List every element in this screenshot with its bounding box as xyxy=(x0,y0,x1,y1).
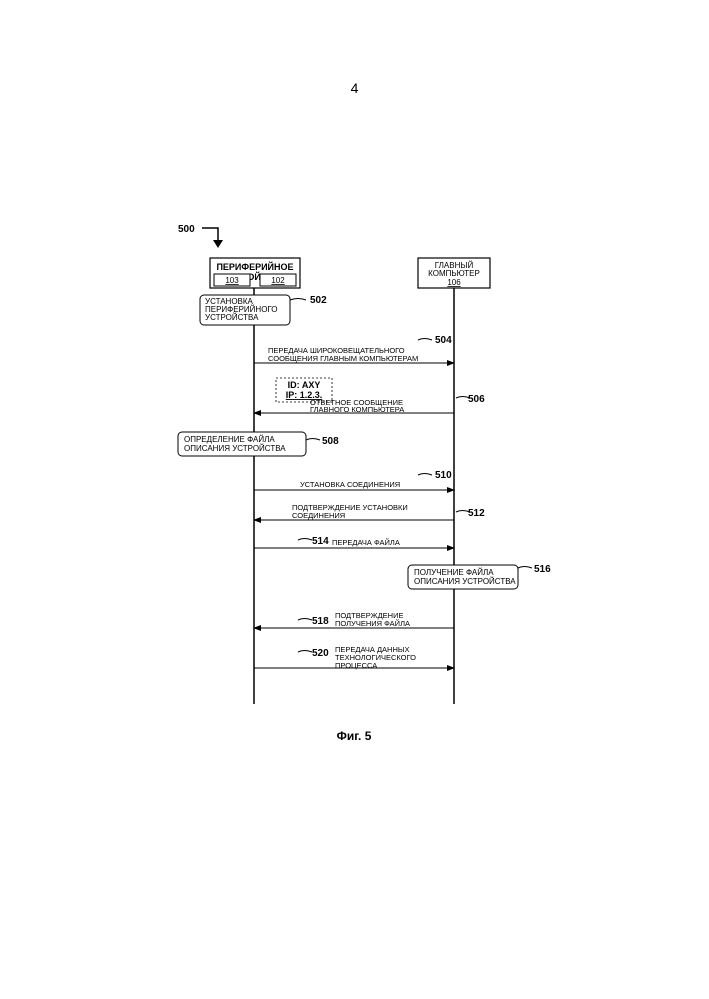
svg-text:СОЕДИНЕНИЯ: СОЕДИНЕНИЯ xyxy=(292,511,345,520)
svg-text:ПОЛУЧЕНИЕ ФАЙЛА: ПОЛУЧЕНИЕ ФАЙЛА xyxy=(414,568,494,577)
svg-text:ГЛАВНОГО КОМПЬЮТЕРА: ГЛАВНОГО КОМПЬЮТЕРА xyxy=(310,405,404,414)
figure-ref: 500 xyxy=(178,224,195,235)
svg-text:516: 516 xyxy=(534,564,551,575)
svg-text:ОПИСАНИЯ УСТРОЙСТВА: ОПИСАНИЯ УСТРОЙСТВА xyxy=(414,577,516,586)
svg-text:508: 508 xyxy=(322,436,339,447)
svg-text:102: 102 xyxy=(271,276,285,285)
svg-text:ОПИСАНИЯ УСТРОЙСТВА: ОПИСАНИЯ УСТРОЙСТВА xyxy=(184,444,286,453)
svg-text:106: 106 xyxy=(447,278,461,287)
figure-label: Фиг. 5 xyxy=(337,729,372,743)
svg-text:УСТАНОВКА СОЕДИНЕНИЯ: УСТАНОВКА СОЕДИНЕНИЯ xyxy=(300,480,400,489)
svg-text:514: 514 xyxy=(312,536,329,547)
svg-text:ПРОЦЕССА: ПРОЦЕССА xyxy=(335,661,377,670)
sequence-diagram: 500 ПЕРИФЕРИЙНОЕ УСТРОЙСТВО 103 102 ГЛАВ… xyxy=(0,0,709,999)
svg-text:ПОЛУЧЕНИЯ ФАЙЛА: ПОЛУЧЕНИЯ ФАЙЛА xyxy=(335,619,410,628)
svg-text:ПЕРЕДАЧА ФАЙЛА: ПЕРЕДАЧА ФАЙЛА xyxy=(332,538,400,547)
svg-text:ID: AXY: ID: AXY xyxy=(288,380,321,390)
svg-text:512: 512 xyxy=(468,508,485,519)
svg-text:ОПРЕДЕЛЕНИЕ ФАЙЛА: ОПРЕДЕЛЕНИЕ ФАЙЛА xyxy=(184,435,275,444)
right-participant-title-2: КОМПЬЮТЕР xyxy=(428,269,480,278)
left-participant-title-1: ПЕРИФЕРИЙНОЕ xyxy=(216,261,293,272)
svg-text:УСТРОЙСТВА: УСТРОЙСТВА xyxy=(205,313,259,322)
svg-text:502: 502 xyxy=(310,295,327,306)
svg-text:504: 504 xyxy=(435,335,452,346)
svg-text:506: 506 xyxy=(468,394,485,405)
svg-text:103: 103 xyxy=(225,276,239,285)
svg-text:СООБЩЕНИЯ ГЛАВНЫМ КОМПЬЮТЕРАМ: СООБЩЕНИЯ ГЛАВНЫМ КОМПЬЮТЕРАМ xyxy=(268,354,418,363)
svg-text:520: 520 xyxy=(312,648,329,659)
svg-text:518: 518 xyxy=(312,616,329,627)
svg-text:510: 510 xyxy=(435,470,452,481)
